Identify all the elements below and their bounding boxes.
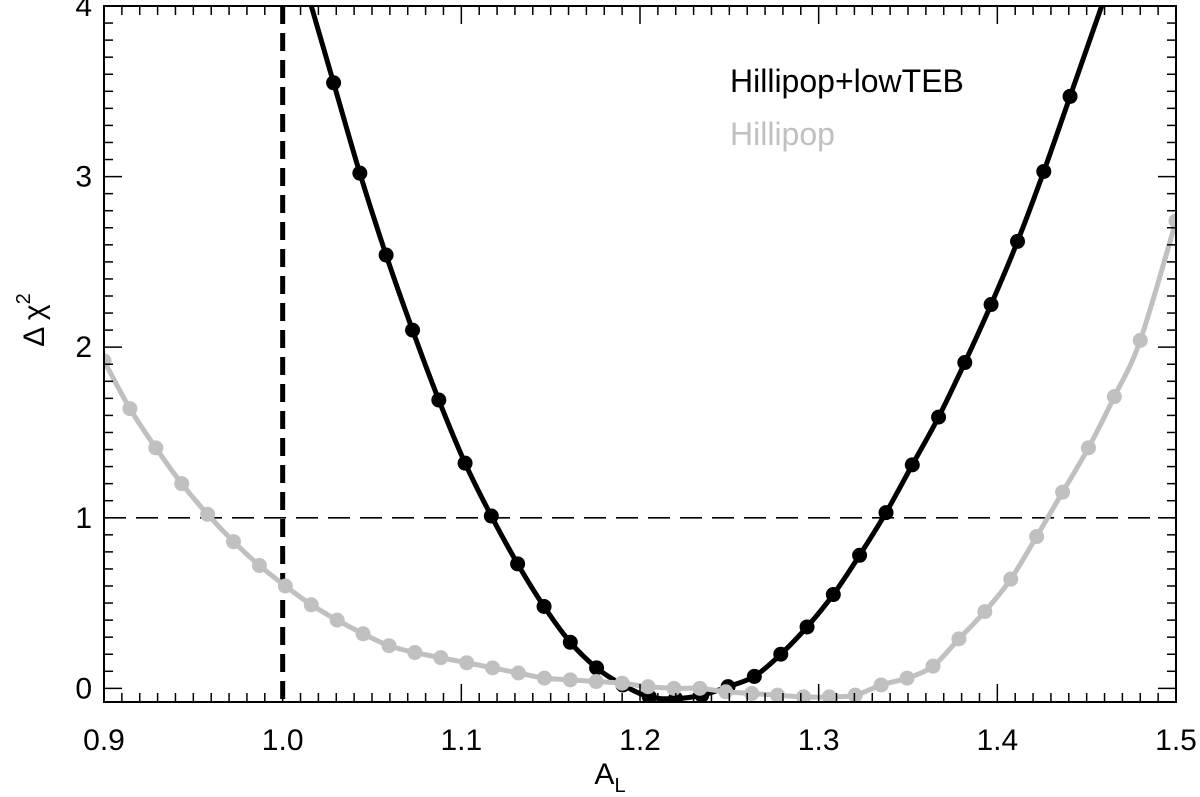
data-point (746, 668, 762, 684)
x-tick-label: 1.5 (1155, 724, 1197, 757)
data-point (983, 297, 999, 313)
data-point (1106, 389, 1122, 405)
series-line (331, 82, 1073, 702)
data-point (511, 665, 527, 681)
data-point (200, 506, 216, 522)
data-point (692, 680, 708, 696)
data-point (226, 534, 242, 550)
x-tick-label: 1.3 (798, 724, 840, 757)
data-point (536, 598, 552, 614)
y-axis-label-superscript: 2 (13, 293, 35, 304)
y-tick-label: 4 (75, 0, 92, 23)
series-line-extension (1067, 6, 1105, 98)
data-point (873, 677, 889, 693)
data-point (251, 558, 267, 574)
data-point (744, 685, 760, 701)
legend-entry-hillipop-lowteb: Hillipop+lowTEB (730, 63, 964, 99)
series-line (104, 220, 1176, 700)
data-point (378, 247, 394, 263)
data-point (148, 440, 164, 456)
y-axis-label-main: Δ χ (18, 304, 51, 347)
data-point (407, 645, 423, 661)
y-tick-label: 0 (75, 672, 92, 705)
x-tick-label: 1.1 (440, 724, 482, 757)
series-layer (104, 6, 1176, 702)
data-point (277, 578, 293, 594)
data-point (614, 675, 630, 691)
data-point (718, 684, 734, 700)
data-point (303, 597, 319, 613)
data-point (931, 409, 947, 425)
data-point (825, 587, 841, 603)
data-point (899, 670, 915, 686)
data-point (457, 455, 473, 471)
x-axis-label-subscript: L (614, 775, 625, 797)
x-axis-label-main: A (594, 758, 614, 791)
data-point (904, 457, 920, 473)
data-point (1055, 484, 1071, 500)
data-point (773, 646, 789, 662)
data-point (329, 612, 345, 628)
data-point (485, 660, 501, 676)
data-point (589, 660, 605, 676)
data-point (355, 626, 371, 642)
data-point (1080, 440, 1096, 456)
data-point (795, 689, 811, 702)
data-point (1168, 213, 1176, 229)
x-tick-label: 1.4 (976, 724, 1018, 757)
data-point (381, 638, 397, 654)
data-point (957, 355, 973, 371)
data-point (1029, 529, 1045, 545)
data-point (852, 547, 868, 563)
y-axis-label: Δ χ2 (13, 293, 51, 347)
x-tick-label: 1.2 (619, 724, 661, 757)
series-0 (308, 6, 1105, 702)
data-point (433, 650, 449, 666)
data-point (326, 75, 342, 91)
data-point (562, 634, 578, 650)
data-point (122, 401, 138, 417)
x-tick-label: 1.0 (262, 724, 304, 757)
data-point (925, 658, 941, 674)
data-point (640, 679, 656, 695)
reference-lines (104, 6, 1176, 702)
data-point (1010, 233, 1026, 249)
data-point (431, 392, 447, 408)
data-point (588, 674, 604, 690)
data-point (405, 322, 421, 338)
data-point (1003, 571, 1019, 587)
legend-entry-hillipop: Hillipop (730, 116, 835, 152)
y-tick-label: 2 (75, 331, 92, 364)
x-tick-label: 0.9 (83, 724, 125, 757)
data-point (510, 556, 526, 572)
data-point (483, 508, 499, 524)
data-point (977, 604, 993, 620)
plot-frame (103, 5, 1177, 703)
data-point (174, 476, 190, 492)
series-line-extension (308, 6, 336, 84)
data-point (459, 655, 475, 671)
y-tick-label: 1 (75, 502, 92, 535)
data-point (562, 672, 578, 688)
x-axis-label: AL (594, 758, 625, 797)
data-point (799, 619, 815, 635)
data-point (847, 687, 863, 702)
axes: 0.9 1.0 1.1 1.2 1.3 1.4 1.5 0 1 2 3 4 (75, 0, 1197, 757)
legend: Hillipop+lowTEB Hillipop (730, 63, 964, 152)
data-point (951, 631, 967, 647)
data-point (1036, 163, 1052, 179)
y-tick-label: 3 (75, 161, 92, 194)
data-point (1062, 88, 1078, 104)
data-point (821, 689, 837, 702)
data-point (878, 505, 894, 521)
series-1 (104, 213, 1176, 702)
data-point (666, 680, 682, 696)
data-point (1132, 332, 1148, 348)
data-point (536, 670, 552, 686)
data-point (770, 687, 786, 702)
data-point (352, 165, 368, 181)
